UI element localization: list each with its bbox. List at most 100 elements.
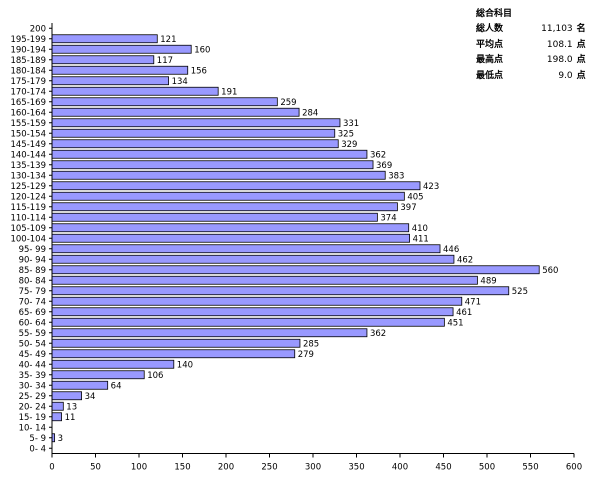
category-label: 110-114 xyxy=(10,213,46,223)
x-tick-label: 150 xyxy=(174,463,190,473)
category-label: 195-199 xyxy=(10,35,46,45)
bar xyxy=(51,328,368,338)
category-label: 185-189 xyxy=(10,56,46,66)
bar xyxy=(51,170,386,180)
data-label: 13 xyxy=(66,402,77,412)
stat-row-max: 最高点 198.0 点 xyxy=(470,53,596,69)
data-label: 121 xyxy=(160,35,176,45)
bar xyxy=(51,223,410,233)
bar xyxy=(51,55,155,65)
data-label: 423 xyxy=(423,182,439,192)
stat-row-min: 最低点 9.0 点 xyxy=(470,69,596,85)
x-tick-label: 550 xyxy=(522,463,538,473)
category-label: 150-154 xyxy=(10,129,46,139)
category-label: 80- 84 xyxy=(19,276,46,286)
stat-unit: 点 xyxy=(576,55,586,65)
bar xyxy=(51,233,410,243)
category-label: 140-144 xyxy=(10,150,46,160)
category-label: 5- 9 xyxy=(29,434,46,444)
category-label: 170-174 xyxy=(10,87,46,97)
bar xyxy=(51,296,463,306)
data-label: 191 xyxy=(221,87,237,97)
category-label: 50- 54 xyxy=(19,339,46,349)
stat-value: 108.1 xyxy=(546,39,573,50)
category-label: 30- 34 xyxy=(19,381,46,391)
data-label: 410 xyxy=(412,224,428,234)
category-label: 175-179 xyxy=(10,77,46,87)
data-label: 525 xyxy=(512,287,528,297)
data-label: 446 xyxy=(443,245,459,255)
data-label: 362 xyxy=(370,329,386,339)
bar xyxy=(51,34,158,44)
data-label: 284 xyxy=(302,108,318,118)
category-label: 100-104 xyxy=(10,234,46,244)
bar xyxy=(51,275,478,285)
data-label: 11 xyxy=(65,413,76,423)
bar xyxy=(51,76,169,86)
bar xyxy=(51,212,378,222)
category-label: 70- 74 xyxy=(19,297,46,307)
bar xyxy=(51,44,192,54)
category-label: 95- 99 xyxy=(19,245,46,255)
category-label: 200 xyxy=(30,24,46,34)
bar xyxy=(51,380,109,390)
data-label: 279 xyxy=(298,350,314,360)
bar xyxy=(51,181,421,191)
category-label: 45- 49 xyxy=(19,350,46,360)
category-label: 125-129 xyxy=(10,182,46,192)
category-label: 120-124 xyxy=(10,192,46,202)
data-label: 259 xyxy=(280,98,296,108)
data-label: 106 xyxy=(147,371,163,381)
data-label: 140 xyxy=(177,360,193,370)
bar xyxy=(51,244,441,254)
summary-stats-panel: 総合科目 総人数 11,103 名 平均点 108.1 点 最高点 198.0 … xyxy=(470,6,596,84)
category-label: 90- 94 xyxy=(19,255,46,265)
data-label: 156 xyxy=(191,66,207,76)
bar xyxy=(51,191,405,201)
bar xyxy=(51,65,189,75)
category-label: 135-139 xyxy=(10,161,46,171)
category-label: 55- 59 xyxy=(19,329,46,339)
data-label: 325 xyxy=(338,129,354,139)
data-label: 383 xyxy=(388,171,404,181)
category-label: 10- 14 xyxy=(19,423,46,433)
category-label: 15- 19 xyxy=(19,413,46,423)
bar xyxy=(51,401,64,411)
data-label: 560 xyxy=(542,266,558,276)
bar xyxy=(51,139,339,149)
x-tick-label: 50 xyxy=(90,463,101,473)
stat-row-mean: 平均点 108.1 点 xyxy=(470,38,596,54)
stat-value: 11,103 xyxy=(541,24,573,34)
category-label: 145-149 xyxy=(10,140,46,150)
bar xyxy=(51,107,300,117)
stat-row-total: 総人数 11,103 名 xyxy=(470,22,596,38)
bar xyxy=(51,307,454,317)
data-label: 461 xyxy=(456,308,472,318)
category-label: 180-184 xyxy=(10,66,46,76)
category-label: 190-194 xyxy=(10,45,46,55)
stats-title: 総合科目 xyxy=(476,9,513,19)
category-label: 105-109 xyxy=(10,224,46,234)
category-label: 40- 44 xyxy=(19,360,46,370)
data-label: 160 xyxy=(194,45,210,55)
x-tick-label: 100 xyxy=(131,463,147,473)
bar xyxy=(51,128,336,138)
bar xyxy=(51,149,368,159)
category-label: 65- 69 xyxy=(19,308,46,318)
stat-label: 最高点 xyxy=(476,55,504,65)
data-label: 489 xyxy=(480,276,496,286)
data-label: 397 xyxy=(400,203,416,213)
x-tick-label: 250 xyxy=(261,463,277,473)
stat-label: 最低点 xyxy=(476,70,504,81)
bar xyxy=(51,370,145,380)
x-tick-label: 500 xyxy=(479,463,495,473)
category-label: 115-119 xyxy=(10,203,46,213)
data-label: 329 xyxy=(341,140,357,150)
stat-unit: 点 xyxy=(576,70,586,81)
category-label: 130-134 xyxy=(10,171,46,181)
stat-label: 平均点 xyxy=(476,39,504,50)
data-label: 117 xyxy=(157,56,173,66)
category-label: 60- 64 xyxy=(19,318,46,328)
x-tick-label: 200 xyxy=(218,463,234,473)
data-label: 362 xyxy=(370,150,386,160)
